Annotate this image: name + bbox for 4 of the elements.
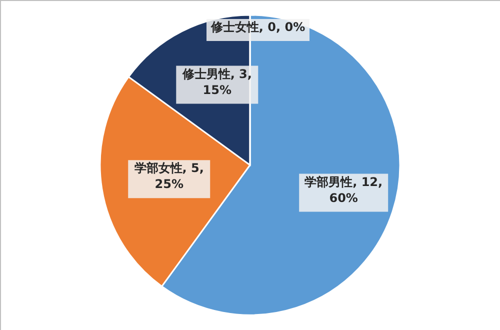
category-label: 修士女性, 0, 0% xyxy=(210,20,306,34)
slice-label: 学部女性, 5, 25% xyxy=(134,161,204,192)
slice-label: 修士男性, 3, 15% xyxy=(181,66,252,97)
slice-label: 学部男性, 12, 60% xyxy=(304,174,383,205)
